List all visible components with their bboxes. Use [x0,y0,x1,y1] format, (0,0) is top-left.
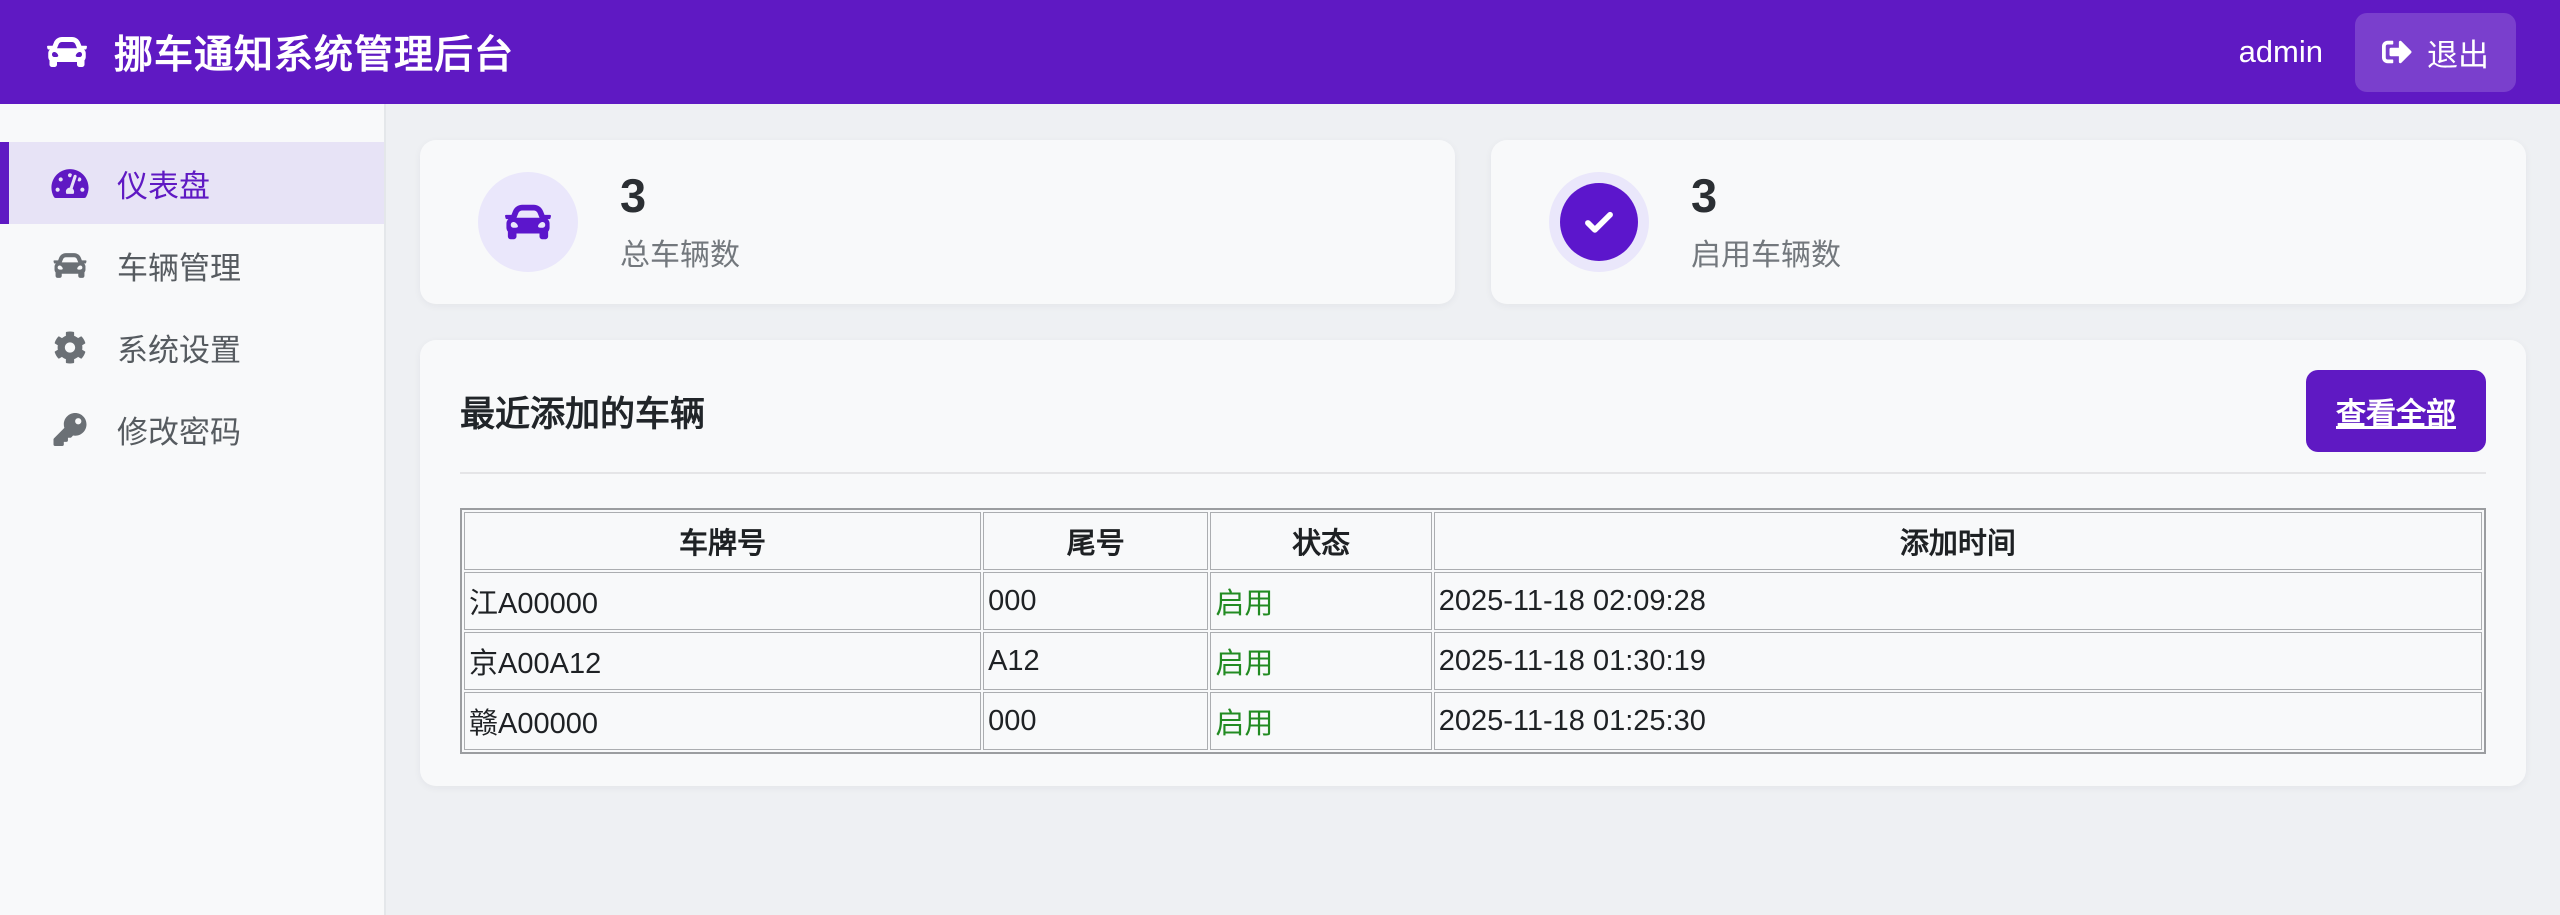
main-content: 3 总车辆数 3 启用车辆数 最近添加的车辆 查看全部 [386,104,2560,915]
stat-card-enabled-vehicles: 3 启用车辆数 [1491,140,2526,304]
table-row: 京A00A12 A12 启用 2025-11-18 01:30:19 [464,632,2482,690]
sidebar-item-dashboard[interactable]: 仪表盘 [0,142,384,224]
sidebar: 仪表盘 车辆管理 系统设置 修改密码 [0,104,386,915]
sidebar-item-label: 系统设置 [117,332,241,368]
panel-header: 最近添加的车辆 查看全部 [460,370,2486,452]
header-right: admin 退出 [2238,12,2516,92]
stat-icon-circle [478,172,578,272]
table-row: 江A00000 000 启用 2025-11-18 02:09:28 [464,572,2482,630]
cell-tail: A12 [983,632,1209,690]
sidebar-item-label: 修改密码 [117,414,241,450]
key-icon [51,412,89,446]
sidebar-item-label: 车辆管理 [117,250,241,286]
gear-icon [51,331,89,364]
view-all-button[interactable]: 查看全部 [2306,370,2486,452]
cell-added-time: 2025-11-18 02:09:28 [1433,572,2482,630]
tachometer-icon [51,167,89,200]
table-header-row: 车牌号 尾号 状态 添加时间 [464,512,2482,570]
stat-text: 3 总车辆数 [620,170,740,274]
stat-text: 3 启用车辆数 [1691,170,1841,274]
stat-label: 总车辆数 [620,238,740,272]
stats-row: 3 总车辆数 3 启用车辆数 [420,140,2526,304]
cell-plate: 江A00000 [464,572,982,630]
cell-tail: 000 [983,692,1209,750]
panel-title: 最近添加的车辆 [460,394,706,434]
car-logo-icon [44,32,90,72]
stat-value: 3 [1691,169,1718,223]
logout-label: 退出 [2427,37,2489,73]
column-header-added-time: 添加时间 [1433,512,2482,570]
sign-out-icon [2382,37,2412,67]
stat-icon-circle [1549,172,1649,272]
sidebar-item-label: 仪表盘 [117,168,210,204]
divider [460,472,2486,474]
username: admin [2238,34,2323,69]
cell-tail: 000 [983,572,1209,630]
stat-card-total-vehicles: 3 总车辆数 [420,140,1455,304]
stat-value: 3 [620,169,647,223]
column-header-plate: 车牌号 [464,512,982,570]
sidebar-item-password[interactable]: 修改密码 [0,388,384,470]
sidebar-item-vehicles[interactable]: 车辆管理 [0,224,384,306]
app-header: 挪车通知系统管理后台 admin 退出 [0,0,2560,104]
logout-button[interactable]: 退出 [2355,12,2516,92]
status-badge: 启用 [1210,632,1432,690]
table-row: 赣A00000 000 启用 2025-11-18 01:25:30 [464,692,2482,750]
cell-added-time: 2025-11-18 01:30:19 [1433,632,2482,690]
check-circle-icon [1560,183,1638,261]
sidebar-item-settings[interactable]: 系统设置 [0,306,384,388]
status-badge: 启用 [1210,692,1432,750]
column-header-status: 状态 [1210,512,1432,570]
cell-plate: 赣A00000 [464,692,982,750]
car-icon [51,249,89,282]
recent-vehicles-panel: 最近添加的车辆 查看全部 车牌号 尾号 状态 添加时间 江A00000 000 [420,340,2526,786]
stat-label: 启用车辆数 [1691,238,1841,272]
brand: 挪车通知系统管理后台 [44,24,514,80]
cell-added-time: 2025-11-18 01:25:30 [1433,692,2482,750]
car-icon [505,204,552,240]
status-badge: 启用 [1210,572,1432,630]
recent-vehicles-table: 车牌号 尾号 状态 添加时间 江A00000 000 启用 2025-11-18… [460,508,2486,754]
app-title: 挪车通知系统管理后台 [114,34,515,77]
cell-plate: 京A00A12 [464,632,982,690]
column-header-tail: 尾号 [983,512,1209,570]
